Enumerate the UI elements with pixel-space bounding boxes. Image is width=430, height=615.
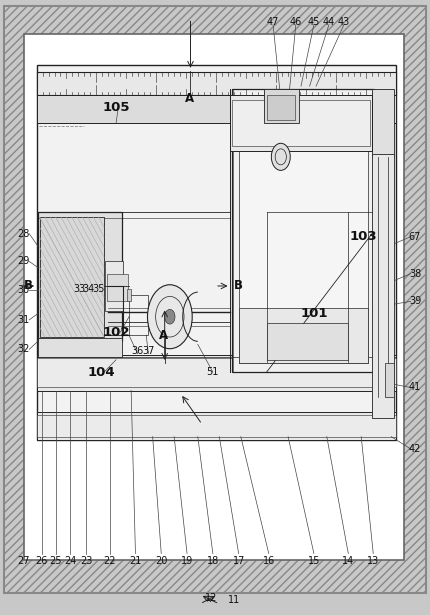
Bar: [105, 261, 123, 311]
Bar: [385, 363, 394, 397]
Bar: [37, 358, 396, 387]
Bar: [232, 100, 370, 146]
Bar: [230, 95, 372, 151]
Text: 47: 47: [267, 17, 279, 26]
Bar: [264, 89, 299, 123]
Bar: [37, 95, 396, 123]
Text: 103: 103: [350, 230, 377, 244]
Text: 26: 26: [36, 556, 48, 566]
Bar: [24, 34, 404, 560]
Text: 12: 12: [205, 593, 217, 603]
Text: 51: 51: [207, 367, 219, 377]
Text: 11: 11: [228, 595, 240, 605]
Text: 17: 17: [233, 556, 245, 566]
Text: 105: 105: [102, 101, 130, 114]
Bar: [267, 323, 348, 360]
Text: 23: 23: [80, 556, 92, 566]
Text: A: A: [159, 328, 168, 342]
Text: 44: 44: [323, 17, 335, 26]
Text: 19: 19: [181, 556, 193, 566]
Text: 43: 43: [338, 17, 350, 26]
Bar: [38, 338, 122, 357]
Text: B: B: [24, 279, 32, 293]
Bar: [107, 274, 128, 301]
Bar: [37, 412, 396, 440]
Bar: [38, 212, 122, 341]
Circle shape: [147, 285, 192, 349]
Bar: [37, 72, 396, 95]
Text: 28: 28: [18, 229, 30, 239]
Text: 45: 45: [308, 17, 320, 26]
Bar: [153, 295, 157, 335]
Text: 34: 34: [82, 284, 94, 294]
Text: 14: 14: [342, 556, 354, 566]
Text: 21: 21: [129, 556, 141, 566]
Bar: [232, 89, 374, 372]
Text: 20: 20: [155, 556, 167, 566]
Text: 16: 16: [263, 556, 275, 566]
Bar: [37, 415, 396, 437]
Circle shape: [271, 143, 290, 170]
Text: 24: 24: [64, 556, 76, 566]
Text: 13: 13: [367, 556, 379, 566]
Text: 41: 41: [409, 383, 421, 392]
Text: 32: 32: [18, 344, 30, 354]
Text: 25: 25: [49, 556, 62, 566]
Text: 39: 39: [409, 296, 421, 306]
Bar: [372, 154, 394, 418]
Bar: [129, 295, 148, 335]
Text: 29: 29: [18, 256, 30, 266]
Bar: [37, 355, 396, 391]
Bar: [127, 289, 131, 301]
Bar: [239, 98, 368, 363]
Circle shape: [165, 309, 175, 324]
Text: 38: 38: [409, 269, 421, 279]
Bar: [372, 89, 394, 157]
Text: 31: 31: [18, 315, 30, 325]
Bar: [40, 217, 104, 337]
Text: 35: 35: [92, 284, 104, 294]
Text: 33: 33: [74, 284, 86, 294]
Text: 102: 102: [102, 325, 130, 339]
Text: 36: 36: [132, 346, 144, 355]
Text: B: B: [234, 279, 243, 293]
Text: 18: 18: [207, 556, 219, 566]
Text: 15: 15: [308, 556, 320, 566]
Text: 67: 67: [409, 232, 421, 242]
Text: A: A: [184, 92, 194, 105]
Text: 101: 101: [300, 307, 328, 320]
Text: 46: 46: [290, 17, 302, 26]
Bar: [239, 308, 368, 363]
Text: 37: 37: [142, 346, 154, 355]
Bar: [37, 65, 396, 440]
Text: 22: 22: [103, 556, 116, 566]
Text: 104: 104: [87, 365, 115, 379]
Text: 27: 27: [17, 556, 30, 566]
Text: 42: 42: [409, 444, 421, 454]
Text: 30: 30: [18, 285, 30, 295]
Bar: [267, 95, 295, 120]
